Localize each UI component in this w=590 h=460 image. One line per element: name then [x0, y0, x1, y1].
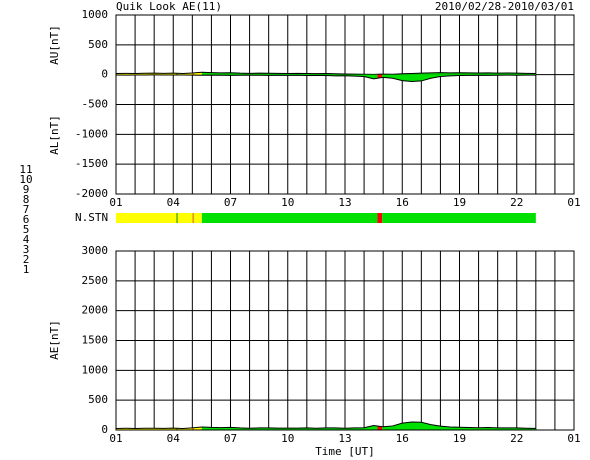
series-line	[115, 74, 536, 83]
y-axis-label: AU[nT]	[48, 25, 61, 65]
x-tick-label: 10	[281, 196, 294, 209]
x-tick-label: 04	[167, 196, 181, 209]
stations-label: N.STN	[75, 211, 108, 224]
x-tick-label: 07	[224, 196, 237, 209]
y-axis-label: AL[nT]	[48, 115, 61, 155]
station-segment	[194, 213, 202, 223]
y-tick-label: 3000	[82, 244, 109, 257]
plot-frame	[115, 14, 575, 195]
station-legend-label: 9	[23, 183, 30, 196]
y-tick-label: -1500	[75, 157, 108, 170]
y-tick-label: 0	[101, 68, 108, 81]
y-tick-label: -1000	[75, 127, 108, 140]
x-tick-label: 13	[338, 196, 351, 209]
area-fill	[201, 425, 378, 430]
plot-frame	[115, 250, 575, 431]
y-tick-label: 500	[88, 393, 108, 406]
x-tick-label: 16	[396, 196, 409, 209]
x-tick-label: 22	[510, 196, 523, 209]
chart-title: Quik Look AE(11)	[116, 0, 222, 13]
station-legend-label: 6	[23, 213, 30, 226]
x-tick-label: 04	[167, 432, 181, 445]
station-legend-label: 2	[23, 253, 30, 266]
station-segment	[116, 213, 177, 223]
area-fill	[382, 74, 536, 82]
station-legend-label: 8	[23, 193, 30, 206]
station-legend-label: 7	[23, 203, 30, 216]
y-axis-label: AE[nT]	[48, 320, 61, 360]
station-legend-label: 10	[19, 173, 32, 186]
x-tick-label: 01	[109, 196, 122, 209]
x-tick-label: 22	[510, 432, 523, 445]
station-segment	[176, 213, 179, 223]
y-tick-label: 1000	[82, 363, 109, 376]
station-segment	[201, 213, 378, 223]
series-line	[115, 421, 536, 430]
station-segment	[178, 213, 193, 223]
series-line	[115, 71, 536, 75]
x-tick-label: 16	[396, 432, 409, 445]
station-legend-label: 5	[23, 223, 30, 236]
y-tick-label: 1000	[82, 8, 109, 21]
x-tick-label: 01	[567, 432, 580, 445]
station-segment	[382, 213, 536, 223]
date-range: 2010/02/28-2010/03/01	[435, 0, 574, 13]
area-fill	[377, 426, 383, 430]
station-segment	[192, 213, 195, 223]
station-legend-label: 1	[23, 263, 30, 276]
station-legend-label: 3	[23, 243, 30, 256]
y-tick-label: 0	[101, 423, 108, 436]
y-tick-label: 1500	[82, 334, 109, 347]
station-segment	[377, 213, 383, 223]
x-tick-label: 01	[567, 196, 580, 209]
y-tick-label: 2500	[82, 274, 109, 287]
x-tick-label: 13	[338, 432, 351, 445]
x-tick-label: 10	[281, 432, 294, 445]
y-tick-label: -2000	[75, 187, 108, 200]
y-tick-label: -500	[82, 98, 109, 111]
x-tick-label: 07	[224, 432, 237, 445]
y-tick-label: 500	[88, 38, 108, 51]
x-tick-label: 19	[453, 196, 466, 209]
area-fill	[382, 72, 536, 75]
y-tick-label: 2000	[82, 304, 109, 317]
station-legend-label: 4	[23, 233, 30, 246]
x-tick-label: 19	[453, 432, 466, 445]
x-tick-label: 01	[109, 432, 122, 445]
station-legend-label: 11	[19, 163, 32, 176]
x-axis-label: Time [UT]	[315, 445, 375, 458]
